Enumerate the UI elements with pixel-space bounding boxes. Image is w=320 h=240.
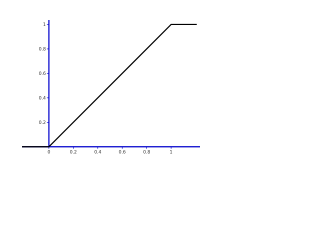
- x-tick-label: 0: [47, 149, 50, 155]
- y-tick-label: 0.6: [39, 71, 46, 77]
- y-tick-label: 1: [43, 22, 46, 28]
- x-tick-label: 0.6: [119, 149, 126, 155]
- y-tick-label: 0.2: [39, 120, 46, 126]
- chart: 0 0.2 0.4 0.6 0.8 1 0.2 0.4 0.6 0.8 1: [22, 20, 200, 155]
- y-tick-label: 0.4: [39, 95, 46, 101]
- x-tick-label: 0.4: [94, 149, 101, 155]
- x-tick-label: 0.2: [70, 149, 77, 155]
- line: [22, 23, 197, 148]
- y-tick-label: 0.8: [39, 46, 46, 52]
- x-tick-label: 0.8: [143, 149, 150, 155]
- x-tick-label: 1: [170, 149, 173, 155]
